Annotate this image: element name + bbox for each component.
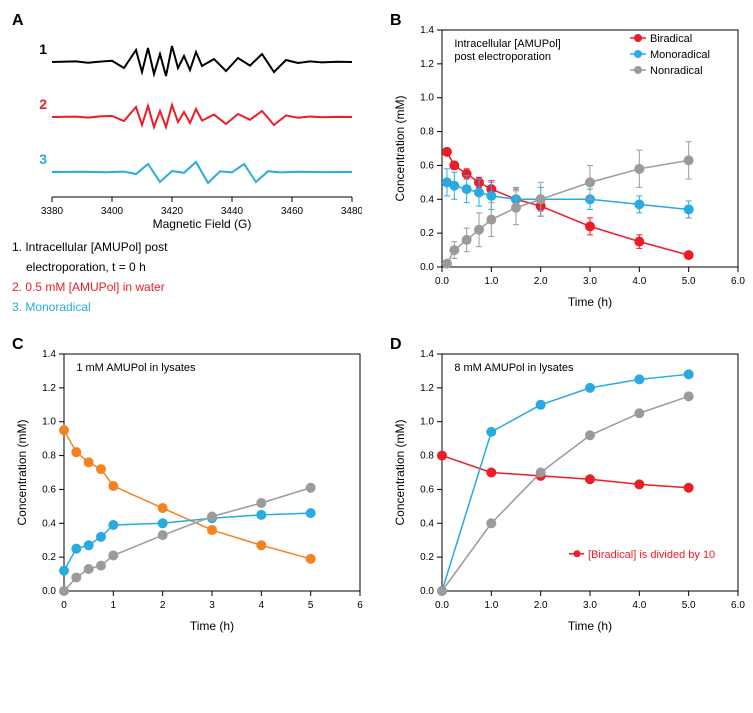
svg-text:4: 4 bbox=[259, 600, 265, 611]
panel-a-label: A bbox=[12, 12, 24, 30]
panel-d: D 0.0 1.0 2.0 3.0 4.0 5.0 6.0 0.0 0.2 0.4 0.6 0.8 1.… bbox=[390, 336, 750, 636]
svg-text:4.0: 4.0 bbox=[632, 600, 646, 611]
spectra-legend-line: 2. 0.5 mM [AMUPol] in water bbox=[12, 278, 372, 296]
svg-text:1.0: 1.0 bbox=[420, 417, 434, 428]
svg-text:5.0: 5.0 bbox=[682, 276, 696, 287]
svg-text:1.0: 1.0 bbox=[484, 600, 498, 611]
svg-text:6.0: 6.0 bbox=[731, 600, 745, 611]
svg-text:1.4: 1.4 bbox=[420, 349, 434, 360]
svg-text:1.0: 1.0 bbox=[420, 93, 434, 104]
svg-text:Concentration (mM): Concentration (mM) bbox=[15, 419, 29, 525]
svg-text:3440: 3440 bbox=[221, 206, 244, 217]
svg-text:Concentration (mM): Concentration (mM) bbox=[393, 95, 407, 201]
svg-text:0.0: 0.0 bbox=[435, 276, 449, 287]
panel-c-label: C bbox=[12, 336, 24, 354]
svg-text:3420: 3420 bbox=[161, 206, 184, 217]
svg-text:3.0: 3.0 bbox=[583, 600, 597, 611]
svg-text:0.0: 0.0 bbox=[420, 586, 434, 597]
svg-text:6: 6 bbox=[357, 600, 363, 611]
svg-text:1.0: 1.0 bbox=[484, 276, 498, 287]
panel-a: A 1 2 3 3380 3400 3420 3440 3460 3480 Magnetic Fi… bbox=[12, 12, 372, 318]
svg-text:0.6: 0.6 bbox=[420, 160, 434, 171]
svg-text:0.8: 0.8 bbox=[420, 127, 434, 138]
figure-grid: A 123338034003420344034603480Magnetic Fi… bbox=[12, 12, 741, 636]
svg-text:0.4: 0.4 bbox=[420, 518, 434, 529]
svg-text:0.2: 0.2 bbox=[42, 552, 56, 563]
svg-text:0.0: 0.0 bbox=[435, 600, 449, 611]
svg-text:1: 1 bbox=[111, 600, 117, 611]
svg-text:2.0: 2.0 bbox=[534, 600, 548, 611]
svg-text:Time (h): Time (h) bbox=[190, 619, 234, 633]
svg-text:0.2: 0.2 bbox=[420, 552, 434, 563]
svg-text:5: 5 bbox=[308, 600, 314, 611]
svg-text:3: 3 bbox=[39, 151, 47, 167]
svg-text:0.4: 0.4 bbox=[42, 518, 56, 529]
panel-b: B 0.0 1.0 2.0 3.0 4.0 5.0 6.0 0.0 0.2 0.4 0.6 0.8 1.… bbox=[390, 12, 750, 318]
svg-text:0.4: 0.4 bbox=[420, 194, 434, 205]
panel-d-label: D bbox=[390, 336, 402, 354]
svg-text:0.8: 0.8 bbox=[42, 451, 56, 462]
svg-text:2: 2 bbox=[39, 96, 47, 112]
svg-text:Time (h): Time (h) bbox=[568, 619, 612, 633]
svg-text:Nonradical: Nonradical bbox=[650, 65, 703, 77]
spectra-legend-line: 3. Monoradical bbox=[12, 298, 372, 316]
panel-c-svg: 01234560.00.20.40.60.81.01.21.4Time (h)C… bbox=[12, 336, 372, 636]
svg-text:Time (h): Time (h) bbox=[568, 295, 612, 309]
svg-text:4.0: 4.0 bbox=[632, 276, 646, 287]
svg-text:0.2: 0.2 bbox=[420, 228, 434, 239]
svg-text:8 mM AMUPol in lysates: 8 mM AMUPol in lysates bbox=[454, 362, 574, 374]
svg-text:3460: 3460 bbox=[281, 206, 304, 217]
svg-text:1: 1 bbox=[39, 41, 47, 57]
svg-text:3400: 3400 bbox=[101, 206, 124, 217]
svg-text:0.8: 0.8 bbox=[420, 451, 434, 462]
svg-text:1 mM AMUPol in lysates: 1 mM AMUPol in lysates bbox=[76, 362, 196, 374]
svg-text:3: 3 bbox=[209, 600, 215, 611]
svg-text:3480: 3480 bbox=[341, 206, 362, 217]
spectra-legend-line: electroporation, t = 0 h bbox=[12, 258, 372, 276]
svg-text:1.4: 1.4 bbox=[420, 25, 434, 36]
svg-text:post electroporation: post electroporation bbox=[454, 51, 551, 63]
panel-d-svg: 0.0 1.0 2.0 3.0 4.0 5.0 6.0 0.0 0.2 0.4 0.6 0.8 1.0 1… bbox=[390, 336, 750, 636]
svg-text:1.2: 1.2 bbox=[42, 383, 56, 394]
svg-text:6.0: 6.0 bbox=[731, 276, 745, 287]
svg-text:1.0: 1.0 bbox=[42, 417, 56, 428]
svg-text:2: 2 bbox=[160, 600, 166, 611]
svg-text:Monoradical: Monoradical bbox=[650, 49, 710, 61]
svg-text:0: 0 bbox=[61, 600, 67, 611]
svg-text:1.4: 1.4 bbox=[42, 349, 56, 360]
svg-text:0.6: 0.6 bbox=[42, 484, 56, 495]
svg-text:0.6: 0.6 bbox=[420, 484, 434, 495]
panel-a-legend: 1. Intracellular [AMUPol] post electropor… bbox=[12, 238, 372, 316]
panel-b-svg: 0.0 1.0 2.0 3.0 4.0 5.0 6.0 0.0 0.2 0.4 0.6 0.8 1.0 1… bbox=[390, 12, 750, 312]
panel-b-label: B bbox=[390, 12, 402, 30]
svg-text:Magnetic Field (G): Magnetic Field (G) bbox=[153, 217, 252, 231]
svg-text:1.2: 1.2 bbox=[420, 383, 434, 394]
svg-text:Biradical: Biradical bbox=[650, 33, 692, 45]
svg-text:3.0: 3.0 bbox=[583, 276, 597, 287]
panel-c: C 0 1 2 3 4 5 6 0.0 0.2 0.4 0.6 0.8 1.0 1.2 1.4 Time (h… bbox=[12, 336, 372, 636]
svg-text:3380: 3380 bbox=[41, 206, 64, 217]
svg-text:0.0: 0.0 bbox=[42, 586, 56, 597]
svg-text:5.0: 5.0 bbox=[682, 600, 696, 611]
svg-text:2.0: 2.0 bbox=[534, 276, 548, 287]
spectra-legend-line: 1. Intracellular [AMUPol] post bbox=[12, 238, 372, 256]
panel-a-svg: 1 2 3 3380 3400 3420 3440 3460 3480 Magnetic Fiel… bbox=[12, 12, 362, 232]
svg-text:1.2: 1.2 bbox=[420, 59, 434, 70]
svg-text:Intracellular [AMUPol]: Intracellular [AMUPol] bbox=[454, 38, 560, 50]
svg-text:Concentration (mM): Concentration (mM) bbox=[393, 419, 407, 525]
svg-text:[Biradical] is divided by 10: [Biradical] is divided by 10 bbox=[588, 549, 715, 561]
svg-text:0.0: 0.0 bbox=[420, 262, 434, 273]
